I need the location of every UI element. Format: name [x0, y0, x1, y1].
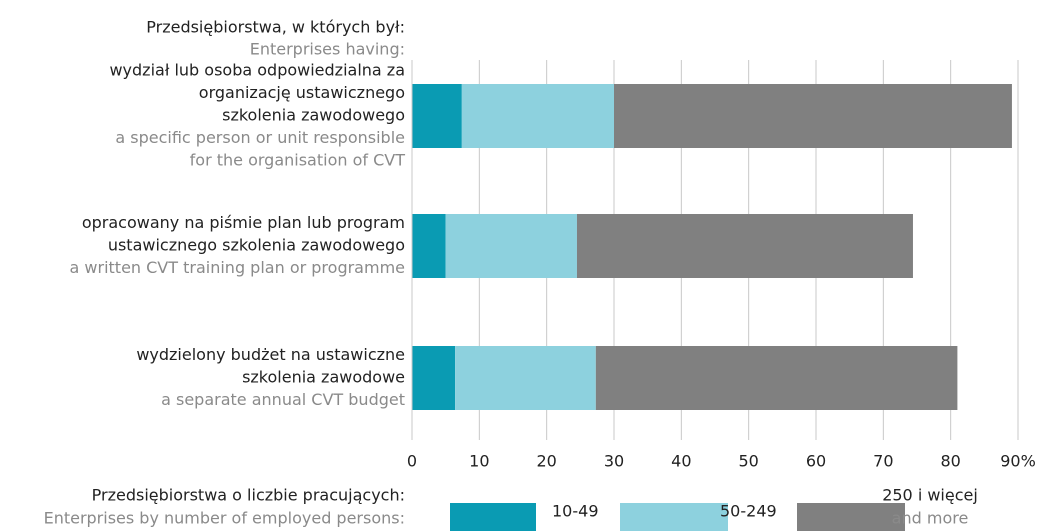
legend-label: and more — [892, 509, 969, 528]
header: Przedsiębiorstwa, w których był: — [146, 18, 405, 37]
x-tick-label: 90% — [1000, 452, 1036, 471]
bar-segment — [445, 214, 577, 278]
legend-label: 50-249 — [720, 502, 777, 521]
bar-segment — [412, 84, 462, 148]
category-label: ustawicznego szkolenia zawodowego — [108, 236, 405, 255]
legend-label: 250 i więcej — [882, 486, 978, 505]
category-label: szkolenia zawodowego — [222, 106, 405, 125]
legend-swatch — [620, 503, 728, 531]
category-label: a specific person or unit responsible — [115, 128, 405, 147]
x-tick-label: 80 — [940, 452, 960, 471]
x-tick-label: 60 — [806, 452, 826, 471]
legend-swatch — [797, 503, 905, 531]
x-tick-label: 0 — [407, 452, 417, 471]
x-tick-label: 20 — [536, 452, 556, 471]
category-label: wydzielony budżet na ustawiczne — [136, 345, 405, 364]
header-en: Enterprises having: — [250, 40, 405, 59]
bar-segment — [461, 84, 614, 148]
category-label: wydział lub osoba odpowiedzialna za — [109, 61, 405, 80]
category-label: a written CVT training plan or programme — [70, 258, 405, 277]
bar-segment — [412, 214, 446, 278]
category-label: a separate annual CVT budget — [161, 390, 405, 409]
bar-segment — [576, 214, 913, 278]
category-label: organizację ustawicznego — [199, 83, 405, 102]
x-tick-label: 40 — [671, 452, 691, 471]
x-tick-label: 30 — [604, 452, 624, 471]
x-tick-label: 10 — [469, 452, 489, 471]
category-label: szkolenia zawodowe — [242, 368, 405, 387]
category-label: opracowany na piśmie plan lub program — [82, 213, 405, 232]
bar-segment — [455, 346, 596, 410]
bar-segment — [614, 84, 1012, 148]
legend-swatch — [450, 503, 536, 531]
x-tick-label: 70 — [873, 452, 893, 471]
x-tick-label: 50 — [738, 452, 758, 471]
bar-segment — [595, 346, 958, 410]
legend-label: 10-49 — [552, 502, 599, 521]
category-label: for the organisation of CVT — [190, 151, 406, 170]
legend-title: Przedsiębiorstwa o liczbie pracujących: — [92, 486, 405, 505]
bar-segment — [412, 346, 456, 410]
legend-title-en: Enterprises by number of employed person… — [44, 509, 405, 528]
